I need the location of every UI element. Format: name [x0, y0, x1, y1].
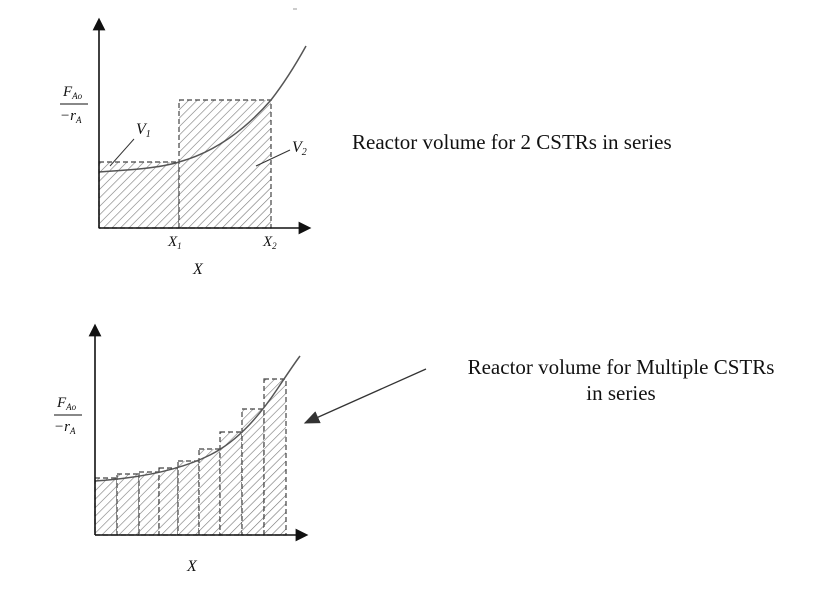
bottom-y-label-numerator: FAo	[56, 395, 77, 412]
pointer-arrow	[303, 368, 427, 424]
bottom-cstr-diagram: FAo −rA X	[54, 323, 427, 575]
v2-leader-line	[255, 149, 291, 167]
top-y-label-denominator: −rA	[60, 108, 82, 125]
cstr-rect-6	[198, 448, 221, 536]
x1-tick-label: X1	[167, 234, 182, 251]
bottom-x-axis-label: X	[186, 558, 198, 575]
cstr-rect-3	[138, 471, 160, 536]
x2-tick-label: X2	[262, 234, 277, 251]
cstr-volume-rects	[94, 378, 287, 536]
levenspiel-curve-top	[98, 45, 307, 173]
cstr-rect-5	[177, 460, 200, 536]
cstr1-volume-rect	[98, 161, 180, 229]
top-cstr-diagram: FAo −rA V1 V2 X1 X2 X	[60, 17, 312, 278]
cstr2-volume-rect	[178, 99, 272, 229]
cstr-rect-2	[116, 473, 140, 536]
v1-label: V1	[136, 121, 151, 140]
v2-label: V2	[292, 139, 307, 158]
top-y-label-numerator: FAo	[62, 84, 83, 101]
bottom-y-label-denominator: −rA	[54, 419, 76, 436]
cstr-rect-4	[158, 467, 179, 536]
caption-multiple-cstrs: Reactor volume for Multiple CSTRs in ser…	[467, 355, 775, 405]
caption-two-cstrs: Reactor volume for 2 CSTRs in series	[352, 130, 672, 154]
top-x-axis-label: X	[192, 261, 204, 278]
v1-leader-line	[109, 138, 135, 167]
cstr-rect-1	[94, 477, 118, 536]
levenspiel-curve-bottom	[94, 355, 301, 482]
